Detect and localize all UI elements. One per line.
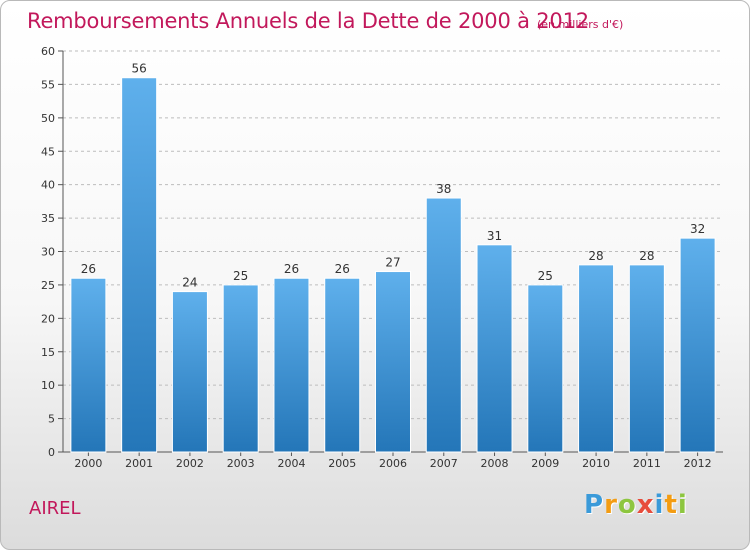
logo-letter: x (636, 490, 655, 520)
bar (476, 244, 513, 453)
x-tick-label: 2010 (582, 457, 610, 470)
data-label: 25 (538, 269, 553, 283)
logo-letter: i (654, 490, 665, 520)
bar (171, 291, 208, 453)
logo-letter: t (664, 490, 678, 520)
place-name: AIREL (29, 498, 81, 519)
logo-letter: o (617, 490, 637, 520)
bar (679, 237, 716, 453)
data-label: 26 (335, 262, 350, 276)
bar (70, 277, 107, 453)
y-tick-label: 10 (41, 379, 55, 392)
y-tick-label: 30 (41, 246, 55, 259)
bar (578, 264, 615, 453)
y-tick-label: 0 (48, 446, 55, 459)
y-tick-label: 15 (41, 346, 55, 359)
data-label: 26 (284, 262, 299, 276)
bar (324, 277, 361, 453)
x-tick-label: 2004 (277, 457, 305, 470)
x-tick-label: 2003 (227, 457, 255, 470)
bar (628, 264, 665, 453)
y-tick-label: 5 (48, 413, 55, 426)
bar (425, 197, 462, 453)
bar (121, 77, 158, 453)
y-tick-label: 35 (41, 212, 55, 225)
x-tick-label: 2002 (176, 457, 204, 470)
data-label: 28 (588, 249, 603, 263)
bars (70, 77, 716, 453)
x-tick-label: 2012 (684, 457, 712, 470)
bar (273, 277, 310, 453)
x-tick-label: 2008 (481, 457, 509, 470)
logo-letter: i (677, 490, 688, 520)
bar (527, 284, 564, 453)
x-tick-label: 2009 (531, 457, 559, 470)
logo-letter: P (584, 490, 605, 520)
y-tick-label: 20 (41, 312, 55, 325)
chart-subtitle: (en milliers d'€) (537, 18, 624, 31)
data-label: 31 (487, 229, 502, 243)
proxiti-logo: Proxiti (584, 490, 688, 520)
y-tick-label: 40 (41, 179, 55, 192)
y-tick-label: 60 (41, 45, 55, 58)
data-label: 28 (639, 249, 654, 263)
bar (222, 284, 259, 453)
data-label: 27 (385, 256, 400, 270)
labels: 0 5 10 15 20 25 30 35 40 45 50 55 60 26 2000 56 2001 24 20… (41, 45, 712, 470)
data-label: 25 (233, 269, 248, 283)
x-tick-label: 2006 (379, 457, 407, 470)
y-tick-label: 50 (41, 112, 55, 125)
x-tick-label: 2011 (633, 457, 661, 470)
x-tick-label: 2005 (328, 457, 356, 470)
data-label: 38 (436, 182, 451, 196)
x-tick-label: 2000 (74, 457, 102, 470)
data-label: 24 (182, 276, 197, 290)
logo-letter: r (604, 490, 618, 520)
y-tick-label: 45 (41, 145, 55, 158)
x-tick-label: 2001 (125, 457, 153, 470)
x-tick-label: 2007 (430, 457, 458, 470)
y-tick-label: 55 (41, 78, 55, 91)
bar (375, 271, 411, 453)
data-label: 32 (690, 222, 705, 236)
data-label: 56 (132, 62, 147, 76)
chart-title: Remboursements Annuels de la Dette de 20… (27, 9, 589, 33)
y-tick-label: 25 (41, 279, 55, 292)
data-label: 26 (81, 262, 96, 276)
